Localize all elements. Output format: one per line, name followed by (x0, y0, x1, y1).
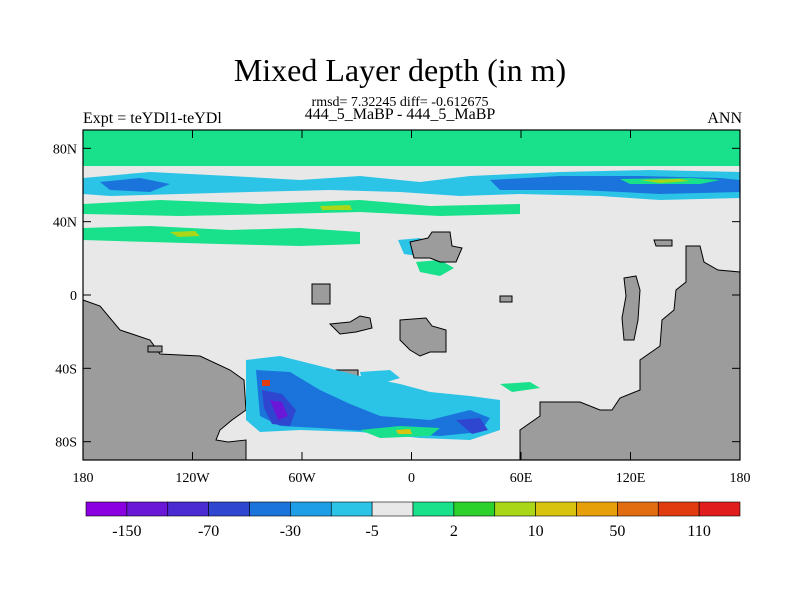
colorbar-swatch (290, 501, 332, 517)
lon-tick-label: 120E (616, 471, 646, 486)
southern-ocean-deep-2 (456, 418, 488, 434)
chart-title: Mixed Layer depth (in m) (233, 52, 567, 88)
colorbar-swatch (698, 501, 741, 517)
north-atlantic-green (416, 260, 454, 276)
lon-tick-label: 180 (730, 471, 751, 486)
lat-tick-label: 0 (70, 289, 77, 304)
colorbar-swatch (617, 501, 659, 517)
lon-tick-label: 120W (175, 471, 210, 486)
latitude-axis: 80N 40N 0 40S 80S (53, 142, 740, 451)
southern-ocean-violet (270, 400, 288, 420)
lat-tick-label: 40N (53, 216, 77, 231)
mid-lat-green-band-2 (83, 226, 360, 246)
longitude-axis: 180 120W 60W 0 60E 120E 180 (73, 130, 751, 486)
mid-lat-yellow-2 (320, 205, 352, 210)
colorbar-label: 10 (528, 523, 544, 540)
north-deep-blue-1 (100, 178, 170, 192)
colorbar-swatch (371, 501, 414, 517)
land-africa-west (399, 317, 447, 357)
land-asia-east (653, 239, 673, 247)
colorbar-swatch (85, 501, 128, 517)
land-maritime-continent (621, 275, 641, 341)
experiment-label: Expt = teYDl1-teYDl (83, 110, 222, 127)
colorbar-swatch (535, 501, 577, 517)
north-yellow-streak (640, 179, 690, 183)
lon-tick-label: 180 (73, 471, 94, 486)
lat-tick-label: 40S (55, 362, 77, 377)
colorbar-swatch (453, 501, 496, 517)
land-north-atlantic-islands (409, 231, 463, 263)
mid-lat-green-band (83, 200, 520, 216)
colorbar-label: -150 (112, 523, 141, 540)
colorbar-swatch (126, 501, 169, 517)
colorbar-swatch (412, 501, 455, 517)
colorbar-label: -70 (198, 523, 219, 540)
stats-line: rmsd= 7.32245 diff= -0.612675 (311, 95, 489, 110)
land-caribbean-islands (311, 283, 331, 305)
map-panel (82, 129, 741, 461)
colorbar-label: 50 (609, 523, 625, 540)
land-small-island-3 (499, 295, 513, 303)
season-label: ANN (707, 110, 742, 127)
mid-lat-yellow (170, 231, 200, 237)
land-small-island-2 (147, 345, 163, 353)
southern-ocean-green-2 (500, 382, 540, 392)
lon-tick-label: 60W (288, 471, 316, 486)
southern-ocean-red (262, 380, 270, 386)
colorbar-swatch (494, 501, 536, 517)
colorbar-swatch (249, 501, 291, 517)
colorbar-label: 2 (450, 523, 458, 540)
colorbar: -150 -70 -30 -5 2 10 50 110 (85, 501, 741, 540)
lat-tick-label: 80S (55, 436, 77, 451)
colorbar-label: -30 (280, 523, 301, 540)
colorbar-swatch (208, 501, 250, 517)
colorbar-swatch (330, 501, 373, 517)
colorbar-swatch (576, 501, 618, 517)
lat-tick-label: 80N (53, 142, 77, 157)
southern-ocean-deep-blue (256, 370, 490, 436)
land-small-islands (328, 315, 373, 335)
subtitle: 444_5_MaBP - 444_5_MaBP (304, 106, 496, 123)
lon-tick-label: 60E (510, 471, 533, 486)
southern-ocean-blue-2 (360, 370, 400, 384)
colorbar-swatch (167, 501, 209, 517)
colorbar-label: -5 (365, 523, 378, 540)
colorbar-label: 110 (687, 523, 710, 540)
land-australia-area (519, 245, 741, 461)
colorbar-swatch (657, 501, 700, 517)
lon-tick-label: 0 (408, 471, 415, 486)
southern-ocean-yellow (396, 429, 412, 434)
